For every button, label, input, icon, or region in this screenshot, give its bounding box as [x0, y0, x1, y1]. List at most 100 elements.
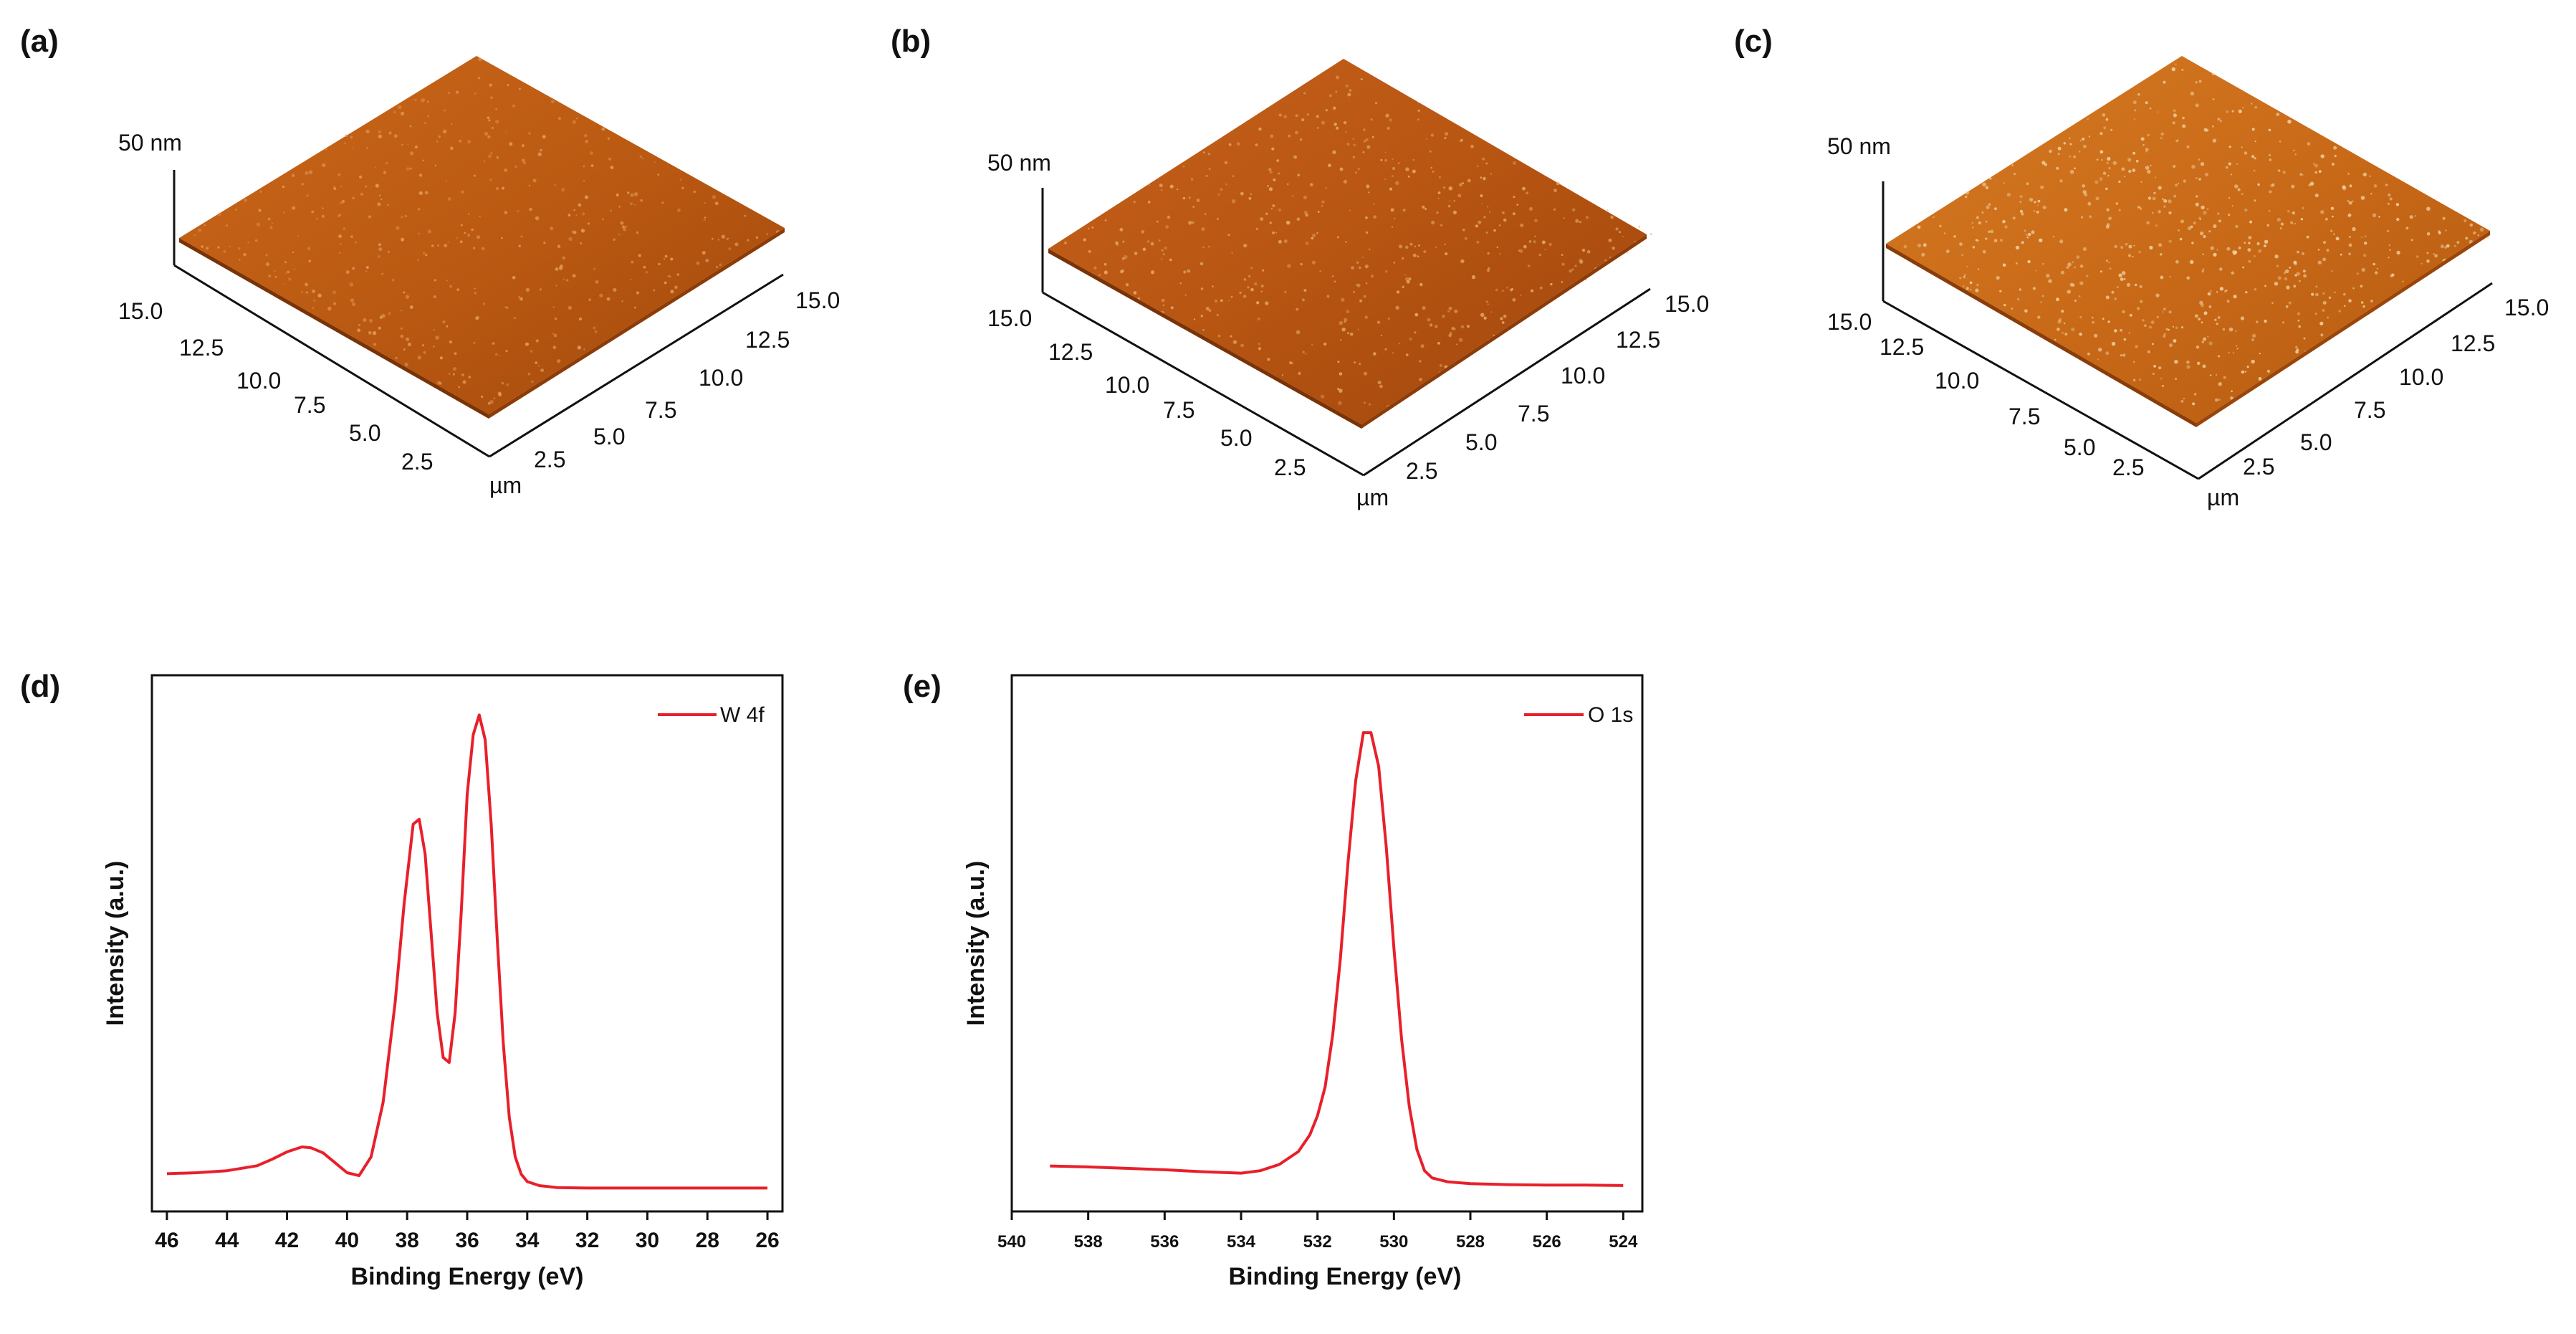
texture-dot — [1230, 295, 1233, 298]
texture-dot — [1499, 252, 1501, 255]
texture-dot — [2348, 201, 2352, 205]
texture-dot — [512, 104, 516, 108]
texture-dot — [1409, 277, 1412, 280]
texture-dot — [1167, 215, 1171, 219]
texture-dot — [2311, 292, 2314, 296]
z-label-c: 50 nm — [1827, 133, 1891, 159]
texture-dot — [522, 158, 525, 162]
texture-dot — [2169, 275, 2171, 278]
texture-dot — [375, 184, 380, 188]
texture-dot — [2385, 184, 2388, 186]
texture-dot — [593, 326, 596, 330]
texture-dot — [1339, 167, 1344, 171]
texture-dot — [1272, 231, 1275, 234]
texture-dot — [1391, 226, 1394, 228]
texture-dot — [365, 270, 368, 272]
texture-dot — [2296, 348, 2299, 351]
texture-dot — [2163, 80, 2166, 84]
texture-dot — [531, 380, 534, 383]
panel-label-c: (c) — [1734, 24, 1773, 59]
texture-dot — [2244, 151, 2248, 155]
texture-dot — [401, 111, 405, 116]
texture-dot — [1419, 378, 1422, 381]
texture-dot — [373, 343, 377, 346]
texture-dot — [2264, 285, 2267, 287]
texture-dot — [1435, 246, 1437, 249]
texture-dot — [2276, 265, 2279, 267]
texture-dot — [1649, 232, 1653, 236]
texture-dot — [446, 325, 449, 328]
texture-dot — [400, 327, 403, 330]
texture-dot — [1122, 240, 1125, 243]
texture-dot — [501, 381, 504, 385]
texture-dot — [667, 275, 670, 277]
texture-dot — [528, 184, 531, 187]
afm-surface-edge-b — [1048, 249, 1361, 429]
texture-dot — [1561, 262, 1565, 266]
afm-surface-edge-right-a — [489, 228, 785, 419]
texture-dot — [2303, 274, 2307, 278]
texture-dot — [1083, 238, 1086, 242]
texture-dot — [1272, 204, 1275, 207]
texture-dot — [198, 228, 202, 232]
texture-dot — [368, 330, 372, 335]
texture-dot — [2234, 184, 2239, 189]
texture-dot — [1390, 208, 1394, 212]
texture-dot — [1200, 314, 1204, 318]
texture-dot — [2334, 291, 2336, 294]
texture-dot — [387, 250, 391, 253]
texture-dot — [1354, 361, 1356, 363]
texture-dot — [1337, 361, 1340, 363]
texture-dot — [1550, 282, 1553, 286]
texture-dot — [2274, 282, 2279, 286]
texture-dot — [610, 166, 614, 170]
texture-dot — [573, 231, 577, 234]
texture-dot — [1337, 388, 1340, 391]
texture-dot — [1182, 165, 1185, 168]
texture-dot — [1422, 306, 1426, 310]
texture-dot — [1454, 309, 1458, 313]
texture-dot — [2405, 227, 2409, 230]
texture-dot — [2165, 328, 2169, 331]
texture-dot — [1561, 254, 1564, 256]
texture-dot — [1561, 281, 1564, 283]
texture-dot — [489, 178, 492, 181]
texture-dot — [2352, 227, 2356, 232]
texture-dot — [436, 381, 441, 385]
x-tick-b-7: 7.5 — [1163, 397, 1194, 423]
texture-dot — [2342, 185, 2346, 189]
texture-dot — [2426, 252, 2429, 254]
texture-dot — [1365, 138, 1369, 142]
texture-dot — [2097, 358, 2099, 361]
texture-dot — [1146, 240, 1150, 243]
texture-dot — [1398, 342, 1401, 345]
texture-dot — [378, 247, 383, 252]
texture-dot — [2092, 316, 2094, 319]
texture-dot — [432, 346, 435, 348]
texture-dot — [1317, 211, 1320, 213]
texture-dot — [403, 291, 406, 294]
texture-dot — [1183, 270, 1187, 274]
texture-dot — [1302, 351, 1305, 353]
texture-dot — [1397, 162, 1400, 165]
texture-dot — [1480, 313, 1485, 318]
texture-dot — [2196, 177, 2198, 179]
afm-surface-edge-right-b — [1361, 234, 1647, 429]
texture-dot — [583, 348, 585, 351]
texture-dot — [2314, 171, 2317, 174]
texture-dot — [2028, 232, 2031, 237]
texture-dot — [618, 206, 621, 208]
texture-dot — [2054, 338, 2057, 340]
texture-dot — [2158, 186, 2162, 190]
texture-dot — [1142, 247, 1146, 252]
texture-dot — [2024, 309, 2028, 313]
y-tick-b-10: 10.0 — [1561, 363, 1605, 389]
texture-dot — [2060, 270, 2064, 275]
texture-dot — [2061, 310, 2064, 313]
texture-dot — [719, 263, 722, 267]
texture-dot — [2190, 91, 2195, 96]
texture-dot — [1179, 282, 1182, 285]
texture-dot — [2344, 305, 2346, 307]
texture-dot — [1275, 232, 1277, 234]
texture-dot — [1255, 227, 1259, 231]
